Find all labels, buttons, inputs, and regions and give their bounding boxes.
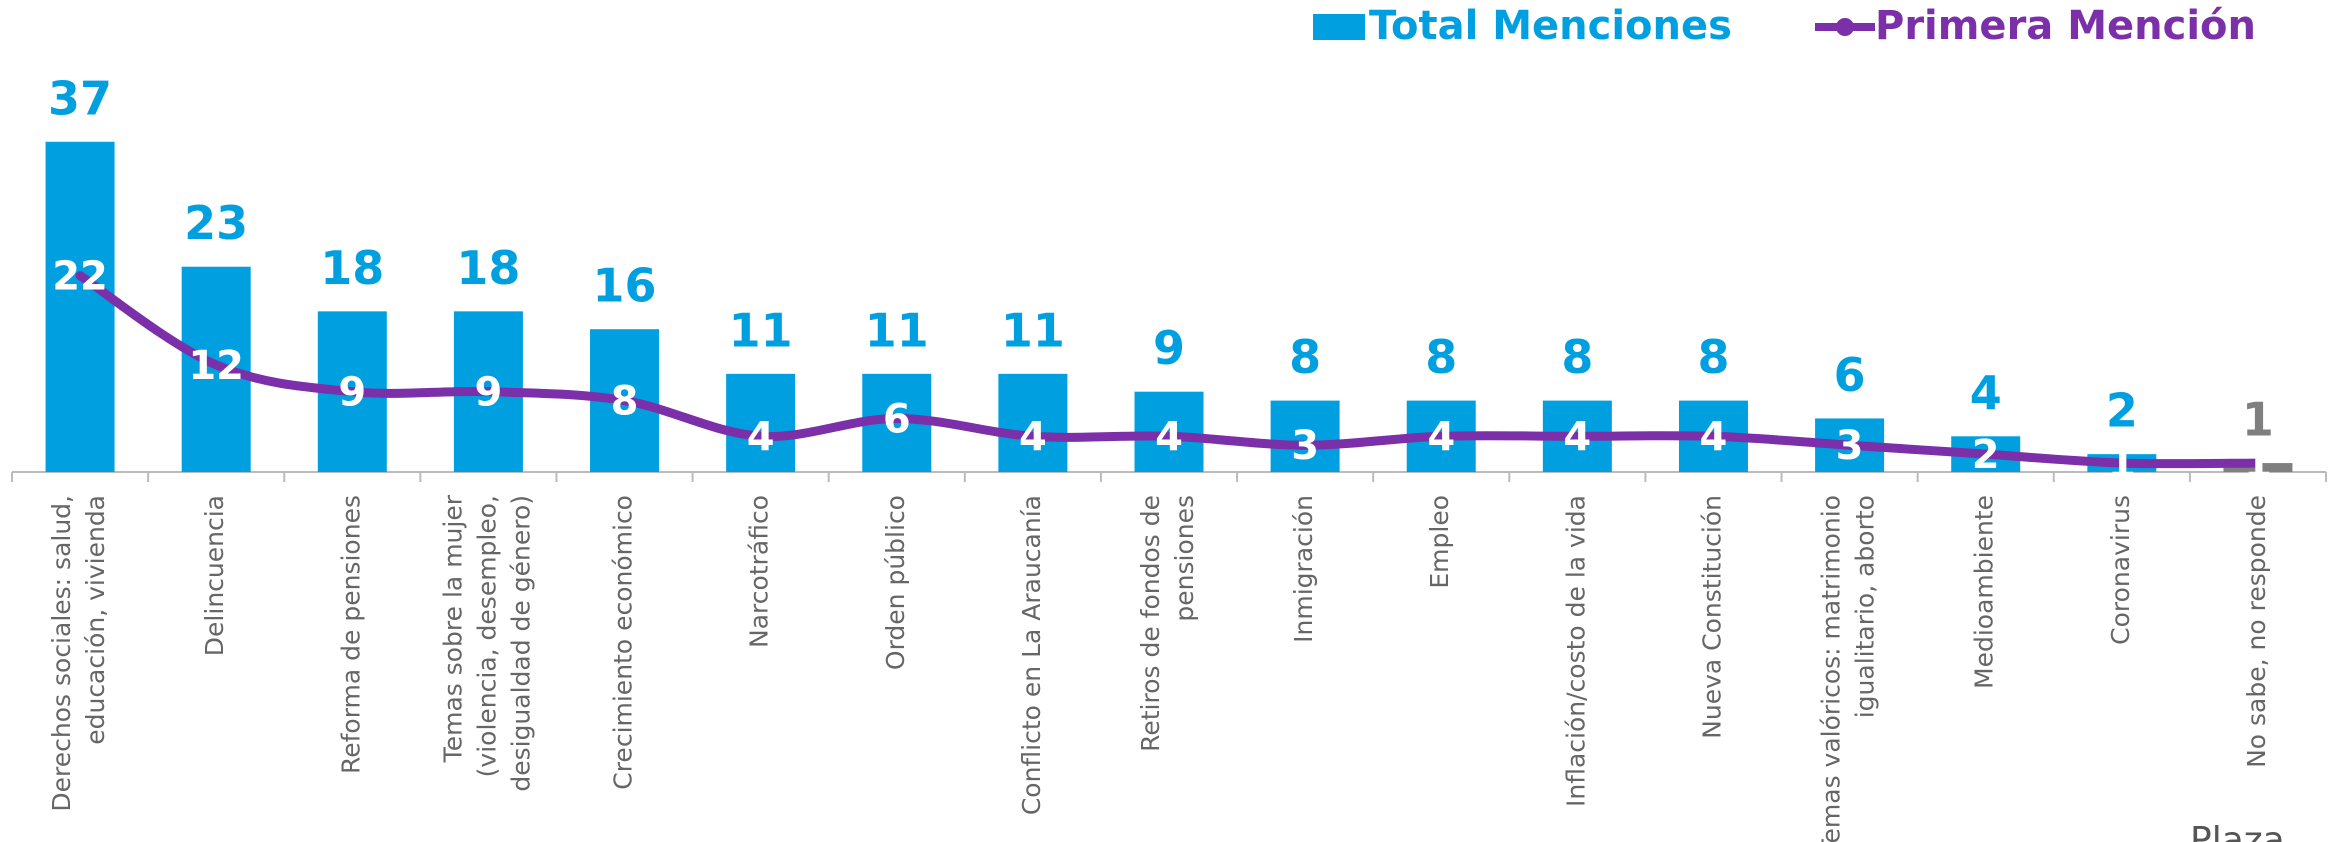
x-tick-label: Conflicto en La Araucanía [1017,495,1046,815]
bar-value-label: 6 [1834,348,1866,402]
bar-value-label: 18 [320,241,384,295]
legend-label: Primera Mención [1875,3,2256,49]
logo: Plaza [2190,820,2285,842]
bar [1270,400,1340,472]
line-value-label: 12 [188,343,244,389]
bar-value-label: 18 [456,241,520,295]
line-value-label: 3 [1291,423,1319,469]
bar-value-label: 11 [729,303,793,357]
bar-value-label: 23 [184,196,248,250]
x-tick-label: Temas valóricos: matrimonio [1817,495,1846,842]
bar-value-label: 8 [1697,330,1729,384]
line-value-label: 4 [1427,414,1455,460]
x-tick-label: Retiros de fondos de [1136,495,1165,752]
legend-label: Total Menciones [1369,3,1732,49]
x-tick-label: No sabe, no responde [2242,495,2271,768]
line-value-label: 6 [883,396,911,442]
bar-value-label: 9 [1153,321,1185,375]
bar-value-label: 37 [48,71,112,125]
line-value-label: 1 [2108,441,2136,487]
line-value-label: 9 [474,370,502,416]
x-tick-label: Nueva Constitución [1697,495,1726,739]
bar [998,373,1068,472]
x-tick-label: (violencia, desempleo, [472,495,501,777]
line-value-label: 8 [611,379,639,425]
x-tick-label: desigualdad de género) [506,495,535,792]
line-value-label: 3 [1836,423,1864,469]
x-tick-label: Orden público [881,495,910,670]
bar-value-label: 16 [593,259,657,313]
bar-value-label: 8 [1425,330,1457,384]
bar-value-label: 2 [2106,384,2138,438]
line-value-label: 4 [747,414,775,460]
bar-value-label: 11 [865,303,929,357]
x-tick-label: Delincuencia [200,495,229,656]
x-tick-label: Narcotráfico [745,495,774,648]
legend-swatch [1313,14,1365,40]
bar-value-label: 11 [1001,303,1065,357]
x-tick-label: igualitario, aborto [1851,495,1880,718]
x-tick-label: educación, vivienda [81,495,110,745]
bar-value-label: 8 [1289,330,1321,384]
legend-swatch [1836,18,1854,36]
x-tick-label: pensiones [1170,495,1199,622]
x-tick-label: Empleo [1425,495,1454,589]
line-value-label: 4 [1700,414,1728,460]
line-value-label: 4 [1019,414,1047,460]
line-value-label: 22 [52,254,108,300]
line-value-label: 9 [338,370,366,416]
x-tick-label: Derechos sociales: salud, [47,495,76,812]
bar [726,373,796,472]
x-tick-label: Inflación/costo de la vida [1561,495,1590,807]
line-value-label: 2 [1972,432,2000,478]
line [75,271,2263,469]
line-value-label: 4 [1155,414,1183,460]
x-tick-label: Crecimiento económico [609,495,638,790]
x-tick-label: Inmigración [1289,495,1318,643]
bar-value-label: 4 [1970,366,2002,420]
bar [45,141,115,472]
bar-value-label: 1 [2242,393,2274,447]
line-value-label: 4 [1563,414,1591,460]
x-tick-label: Reforma de pensiones [336,495,365,774]
bar-value-label: 8 [1561,330,1593,384]
x-tick-label: Medioambiente [1970,495,1999,689]
x-tick-label: Temas sobre la mujer [438,494,467,763]
line-value-label: 1 [2244,441,2272,487]
x-tick-label: Coronavirus [2106,495,2135,645]
